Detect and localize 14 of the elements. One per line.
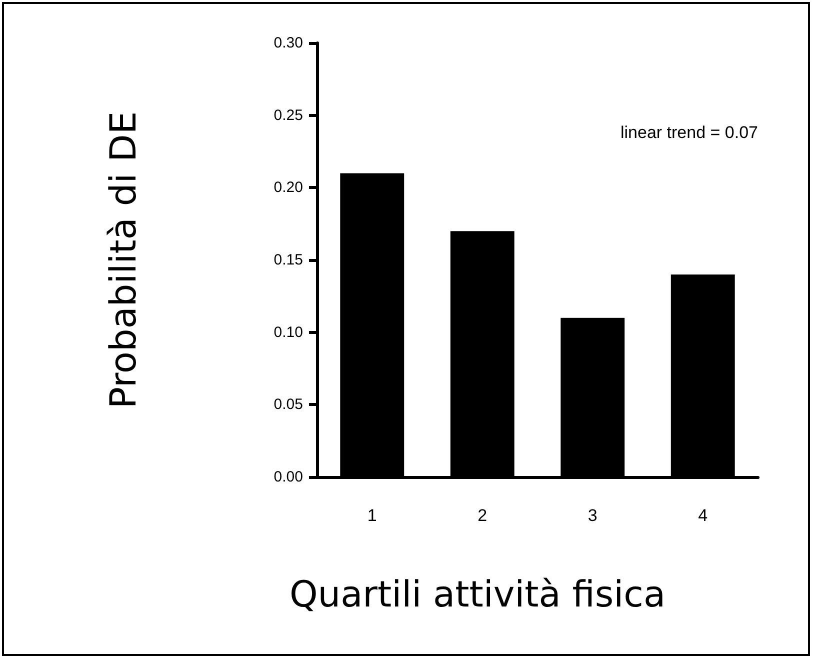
x-tick-label: 2	[478, 506, 488, 525]
annotation: linear trend = 0.07	[620, 123, 758, 142]
x-tick-label: 3	[588, 506, 598, 525]
y-tick-label: 0.20	[274, 179, 303, 196]
y-tick-label: 0.25	[274, 106, 303, 124]
y-tick-label: 0.30	[274, 34, 303, 52]
y-tick-label: 0.10	[274, 324, 303, 341]
x-tick-label: 4	[698, 506, 708, 525]
y-tick-label: 0.05	[274, 396, 303, 414]
y-tick-label: 0.00	[274, 468, 303, 486]
y-tick-label: 0.15	[274, 252, 303, 268]
x-tick-label: 1	[367, 506, 377, 525]
y-axis-title: Probabilità di DE	[104, 111, 144, 409]
x-axis-title: Quartili attività fisica	[289, 574, 666, 616]
